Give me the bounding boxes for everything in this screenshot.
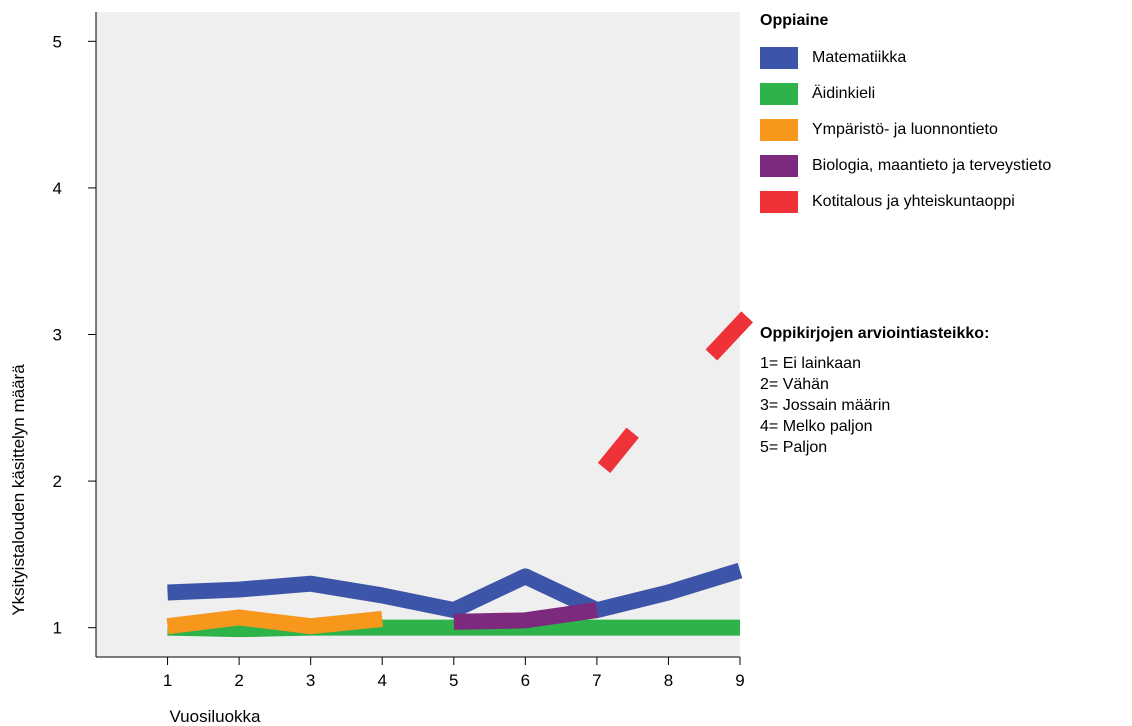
legend-item: Matematiikka bbox=[760, 46, 1130, 70]
series-segment-kotitalous-ja-yhteiskuntaoppi bbox=[705, 311, 753, 361]
y-tick-label: 5 bbox=[53, 32, 62, 51]
x-tick-label: 2 bbox=[234, 671, 243, 690]
series-line-ymp-rist-ja-luonnontieto bbox=[166, 609, 384, 635]
y-tick-label: 4 bbox=[53, 179, 62, 198]
y-axis-title: Yksityistalouden käsittelyn määrä bbox=[9, 364, 28, 616]
x-tick-label: 1 bbox=[163, 671, 172, 690]
legend-item: Äidinkieli bbox=[760, 82, 1130, 106]
legend-title: Oppiaine bbox=[760, 12, 829, 29]
legend-swatch bbox=[760, 119, 798, 141]
series-segment-kotitalous-ja-yhteiskuntaoppi bbox=[597, 427, 639, 473]
legend-label: Matematiikka bbox=[812, 49, 907, 66]
legend-swatch bbox=[760, 83, 798, 105]
legend-item: Ympäristö- ja luonnontieto bbox=[760, 118, 1130, 142]
x-tick-label: 8 bbox=[664, 671, 673, 690]
rating-scale-item: 2= Vähän bbox=[760, 376, 829, 393]
legend-label: Kotitalous ja yhteiskuntaoppi bbox=[812, 193, 1015, 210]
x-tick-label: 9 bbox=[735, 671, 744, 690]
rating-scale: Oppikirjojen arviointiasteikko: 1= Ei la… bbox=[760, 325, 1130, 458]
series-line-biologia-maantieto-ja-terveystieto bbox=[453, 602, 599, 630]
legend-swatch bbox=[760, 155, 798, 177]
rating-scale-title: Oppikirjojen arviointiasteikko: bbox=[760, 325, 990, 342]
x-tick-label: 7 bbox=[592, 671, 601, 690]
legend-label: Biologia, maantieto ja terveystieto bbox=[812, 157, 1052, 174]
legend-swatch bbox=[760, 47, 798, 69]
y-tick-label: 2 bbox=[53, 472, 62, 491]
plot-area bbox=[96, 12, 740, 657]
legend-item: Biologia, maantieto ja terveystieto bbox=[760, 154, 1130, 178]
x-tick-label: 4 bbox=[377, 671, 386, 690]
legend-swatch bbox=[760, 191, 798, 213]
x-axis-title: Vuosiluokka bbox=[169, 707, 261, 726]
rating-scale-item: 5= Paljon bbox=[760, 439, 828, 456]
legend: Oppiaine Matematiikka Äidinkieli Ympäris… bbox=[760, 12, 1130, 226]
series-line-idinkieli bbox=[167, 619, 740, 638]
x-tick-label: 6 bbox=[521, 671, 530, 690]
rating-scale-item: 3= Jossain määrin bbox=[760, 397, 891, 414]
series-line-matematiikka bbox=[167, 562, 743, 619]
rating-scale-item: 1= Ei lainkaan bbox=[760, 355, 861, 372]
x-tick-label: 5 bbox=[449, 671, 458, 690]
x-tick-label: 3 bbox=[306, 671, 315, 690]
legend-item: Kotitalous ja yhteiskuntaoppi bbox=[760, 190, 1130, 214]
rating-scale-item: 4= Melko paljon bbox=[760, 418, 873, 435]
legend-label: Ympäristö- ja luonnontieto bbox=[812, 121, 998, 138]
legend-label: Äidinkieli bbox=[812, 85, 876, 102]
y-tick-label: 3 bbox=[53, 326, 62, 345]
y-tick-label: 1 bbox=[53, 619, 62, 638]
